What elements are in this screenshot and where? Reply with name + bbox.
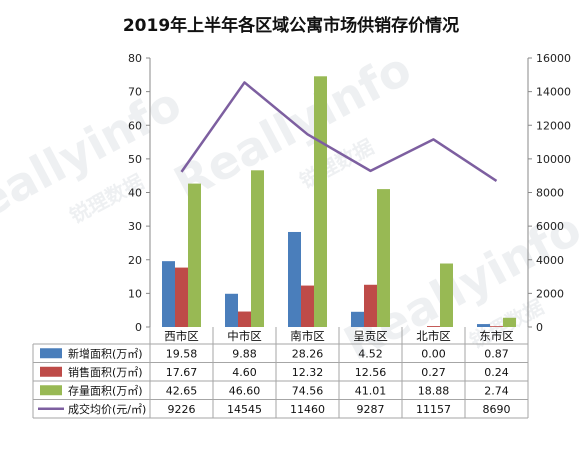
bar-1 [225,294,238,327]
legend-swatch [40,385,62,395]
table-cell: 11157 [416,403,451,416]
table-cell: 14545 [227,403,262,416]
x-tick-label: 中市区 [227,329,262,343]
y-left-tick-label: 50 [128,153,142,166]
y-left-tick-label: 60 [128,119,142,132]
table-cell: 19.58 [166,347,198,360]
bar-1 [477,324,490,327]
table-cell: 9287 [357,403,385,416]
y-left-tick-label: 70 [128,86,142,99]
table-cell: 41.01 [355,384,387,397]
bar-2 [364,285,377,327]
y-right-tick-label: 2000 [536,287,564,300]
table-cell: 0.27 [421,366,446,379]
legend-entry: 成交均价(元/㎡) [68,402,146,416]
bar-2 [301,286,314,327]
x-tick-label: 呈贡区 [353,329,388,343]
table-cell: 4.52 [358,347,383,360]
table-cell: 11460 [290,403,325,416]
legend-swatch [40,367,62,377]
y-right-tick-label: 0 [536,321,543,334]
bar-3 [314,76,327,327]
table-cell: 74.56 [292,384,324,397]
bar-1 [288,232,301,327]
bar-3 [188,184,201,327]
y-right-tick-label: 14000 [536,86,571,99]
x-tick-label: 南市区 [290,329,325,343]
y-left-tick-label: 0 [135,321,142,334]
table-cell: 9226 [168,403,196,416]
y-right-tick-label: 12000 [536,119,571,132]
table-cell: 0.87 [484,347,509,360]
legend-entry: 存量面积(万㎡) [68,383,143,397]
y-left-tick-label: 30 [128,220,142,233]
y-left-tick-label: 10 [128,287,142,300]
legend-entry: 新增面积(万㎡) [68,346,143,360]
bar-2 [490,326,503,327]
legend-entry: 销售面积(万㎡) [68,365,143,379]
table-cell: 9.88 [232,347,257,360]
y-left-tick-label: 20 [128,254,142,267]
bar-3 [503,318,516,327]
y-left-tick-label: 80 [128,52,142,65]
table-cell: 42.65 [166,384,198,397]
bar-2 [427,326,440,327]
watermark-brand: Reallyinfo [0,76,190,245]
bar-3 [251,170,264,327]
x-tick-label: 东市区 [479,329,514,343]
y-right-tick-label: 16000 [536,52,571,65]
chart-title: 2019年上半年各区域公寓市场供销存价情况 [123,15,459,36]
bar-1 [162,261,175,327]
table-cell: 12.56 [355,366,387,379]
y-right-tick-label: 10000 [536,153,571,166]
table-cell: 28.26 [292,347,324,360]
table-cell: 8690 [483,403,511,416]
y-right-tick-label: 6000 [536,220,564,233]
watermark-brand: Reallyinfo [165,41,419,210]
table-cell: 0.24 [484,366,509,379]
y-right-tick-label: 4000 [536,254,564,267]
table-cell: 0.00 [421,347,446,360]
x-tick-label: 西市区 [164,329,199,343]
table-cell: 18.88 [418,384,450,397]
bar-1 [351,312,364,327]
bar-2 [238,312,251,327]
y-right-tick-label: 8000 [536,187,564,200]
table-cell: 2.74 [484,384,509,397]
x-tick-label: 北市区 [416,329,451,343]
table-cell: 12.32 [292,366,324,379]
table-cell: 4.60 [232,366,257,379]
legend-swatch [40,348,62,358]
table-cell: 46.60 [229,384,261,397]
table-cell: 17.67 [166,366,198,379]
bar-3 [377,189,390,327]
bar-3 [440,264,453,327]
bar-2 [175,268,188,327]
y-left-tick-label: 40 [128,187,142,200]
